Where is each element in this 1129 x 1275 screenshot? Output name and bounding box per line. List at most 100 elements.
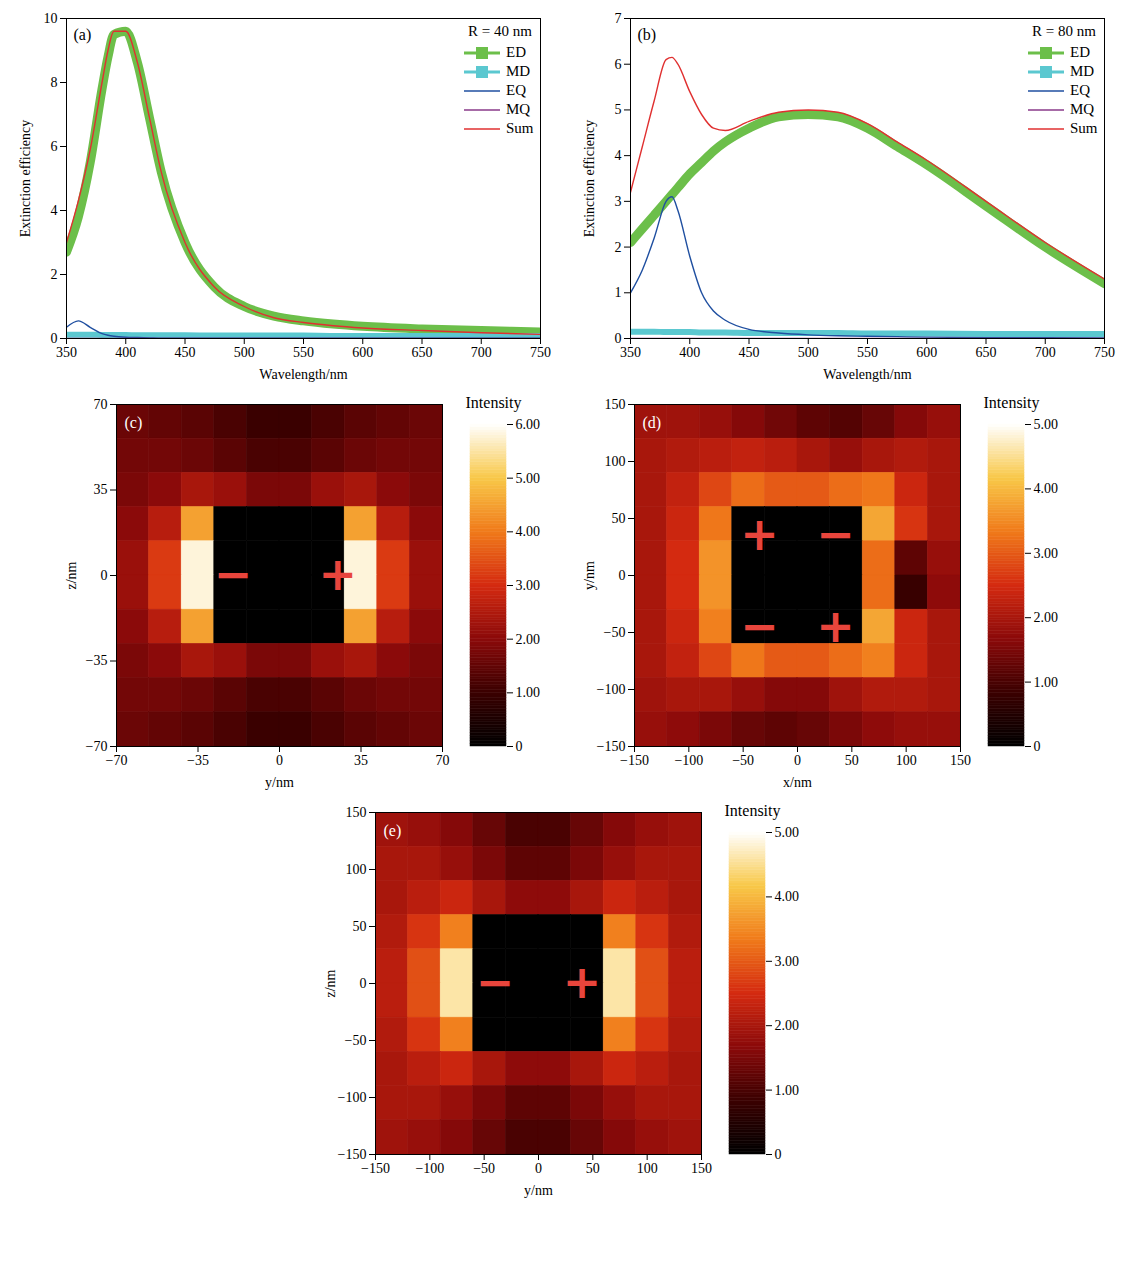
svg-text:−: − <box>816 507 855 561</box>
svg-text:4.00: 4.00 <box>515 524 540 539</box>
svg-text:−70: −70 <box>105 753 127 768</box>
svg-text:3.00: 3.00 <box>1033 546 1058 561</box>
svg-text:Wavelength/nm: Wavelength/nm <box>259 367 347 382</box>
svg-text:x/nm: x/nm <box>783 775 812 790</box>
svg-text:0: 0 <box>515 739 522 754</box>
svg-text:100: 100 <box>345 862 366 877</box>
svg-text:6: 6 <box>614 57 621 72</box>
svg-text:350: 350 <box>620 345 641 360</box>
svg-text:700: 700 <box>1034 345 1055 360</box>
svg-text:150: 150 <box>345 805 366 820</box>
svg-text:6: 6 <box>50 139 57 154</box>
svg-text:70: 70 <box>435 753 449 768</box>
svg-text:750: 750 <box>530 345 551 360</box>
svg-text:(c): (c) <box>124 414 142 432</box>
svg-text:4: 4 <box>50 203 57 218</box>
svg-text:100: 100 <box>895 753 916 768</box>
svg-text:0: 0 <box>614 331 621 346</box>
svg-text:4: 4 <box>614 148 621 163</box>
svg-text:0: 0 <box>794 753 801 768</box>
svg-text:0: 0 <box>359 976 366 991</box>
svg-text:−150: −150 <box>596 739 625 754</box>
svg-text:2: 2 <box>50 267 57 282</box>
svg-text:450: 450 <box>738 345 759 360</box>
svg-text:70: 70 <box>93 397 107 412</box>
svg-text:3: 3 <box>614 194 621 209</box>
svg-text:35: 35 <box>354 753 368 768</box>
svg-text:650: 650 <box>975 345 996 360</box>
svg-text:z/nm: z/nm <box>64 561 79 589</box>
svg-text:−100: −100 <box>415 1161 444 1176</box>
svg-text:+: + <box>816 599 855 653</box>
svg-text:−35: −35 <box>187 753 209 768</box>
svg-text:2.00: 2.00 <box>1033 610 1058 625</box>
svg-text:+: + <box>562 955 601 1009</box>
svg-text:400: 400 <box>679 345 700 360</box>
svg-text:1: 1 <box>614 285 621 300</box>
svg-text:35: 35 <box>93 482 107 497</box>
svg-text:−50: −50 <box>344 1033 366 1048</box>
svg-text:5.00: 5.00 <box>1033 417 1058 432</box>
svg-text:(d): (d) <box>642 414 661 432</box>
svg-text:z/nm: z/nm <box>323 969 338 997</box>
svg-text:0: 0 <box>1033 739 1040 754</box>
svg-text:550: 550 <box>857 345 878 360</box>
svg-text:−100: −100 <box>674 753 703 768</box>
svg-text:Extinction efficiency: Extinction efficiency <box>18 120 33 238</box>
svg-text:0: 0 <box>276 753 283 768</box>
svg-text:50: 50 <box>352 919 366 934</box>
svg-text:(a): (a) <box>73 26 91 44</box>
svg-text:150: 150 <box>691 1161 712 1176</box>
svg-text:+: + <box>740 507 779 561</box>
svg-text:100: 100 <box>604 454 625 469</box>
svg-text:150: 150 <box>950 753 971 768</box>
svg-text:10: 10 <box>43 11 57 26</box>
svg-text:7: 7 <box>614 11 621 26</box>
svg-text:150: 150 <box>604 397 625 412</box>
svg-text:+: + <box>318 547 357 601</box>
svg-text:y/nm: y/nm <box>265 775 294 790</box>
svg-text:6.00: 6.00 <box>515 417 540 432</box>
svg-text:600: 600 <box>916 345 937 360</box>
svg-text:Extinction efficiency: Extinction efficiency <box>582 120 597 238</box>
svg-text:−100: −100 <box>596 682 625 697</box>
svg-text:2: 2 <box>614 240 621 255</box>
svg-text:0: 0 <box>50 331 57 346</box>
svg-text:50: 50 <box>844 753 858 768</box>
svg-text:Wavelength/nm: Wavelength/nm <box>823 367 911 382</box>
svg-text:1.00: 1.00 <box>515 685 540 700</box>
svg-text:700: 700 <box>470 345 491 360</box>
svg-text:−100: −100 <box>337 1090 366 1105</box>
svg-text:−: − <box>213 547 252 601</box>
svg-text:0: 0 <box>535 1161 542 1176</box>
svg-text:600: 600 <box>352 345 373 360</box>
svg-text:2.00: 2.00 <box>774 1018 799 1033</box>
svg-text:−: − <box>740 599 779 653</box>
svg-text:750: 750 <box>1094 345 1115 360</box>
svg-text:−35: −35 <box>85 653 107 668</box>
svg-text:−50: −50 <box>473 1161 495 1176</box>
svg-text:y/nm: y/nm <box>524 1183 553 1198</box>
svg-text:0: 0 <box>774 1147 781 1162</box>
svg-text:−50: −50 <box>603 625 625 640</box>
svg-text:y/nm: y/nm <box>582 561 597 590</box>
svg-text:0: 0 <box>618 568 625 583</box>
svg-text:1.00: 1.00 <box>774 1083 799 1098</box>
svg-text:450: 450 <box>174 345 195 360</box>
svg-text:−50: −50 <box>732 753 754 768</box>
svg-text:500: 500 <box>797 345 818 360</box>
svg-text:−70: −70 <box>85 739 107 754</box>
svg-text:(e): (e) <box>383 822 401 840</box>
svg-text:350: 350 <box>56 345 77 360</box>
svg-text:500: 500 <box>233 345 254 360</box>
svg-text:0: 0 <box>100 568 107 583</box>
svg-text:2.00: 2.00 <box>515 632 540 647</box>
svg-text:1.00: 1.00 <box>1033 675 1058 690</box>
svg-text:4.00: 4.00 <box>1033 481 1058 496</box>
svg-text:5.00: 5.00 <box>515 471 540 486</box>
svg-text:50: 50 <box>585 1161 599 1176</box>
svg-text:−150: −150 <box>337 1147 366 1162</box>
svg-text:650: 650 <box>411 345 432 360</box>
svg-text:8: 8 <box>50 75 57 90</box>
svg-text:3.00: 3.00 <box>515 578 540 593</box>
